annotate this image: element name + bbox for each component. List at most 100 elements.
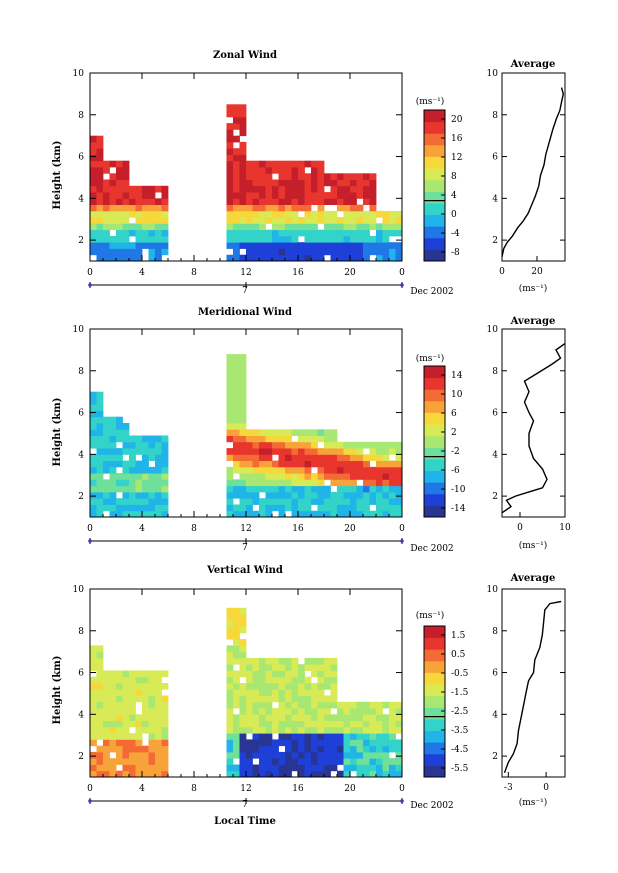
vertical-colorbar-band bbox=[424, 707, 445, 720]
zonal-heatmap-cell bbox=[252, 167, 260, 174]
vertical-heatmap-cell bbox=[291, 751, 299, 759]
meridional-heatmap-cell bbox=[265, 473, 273, 480]
zonal-heatmap-cell bbox=[148, 235, 156, 243]
meridional-heatmap-cell bbox=[259, 498, 266, 505]
meridional-heatmap-cell bbox=[272, 466, 279, 474]
zonal-heatmap-cell bbox=[122, 223, 130, 231]
vertical-heatmap-cell bbox=[285, 708, 292, 715]
vertical-heatmap-cell bbox=[278, 708, 286, 715]
vertical-colorbar-tick-label: -3.5 bbox=[451, 726, 469, 736]
meridional-heatmap-cell bbox=[278, 441, 286, 449]
vertical-heatmap-cell bbox=[233, 770, 240, 778]
vertical-x-tick-label: 8 bbox=[191, 784, 197, 794]
zonal-heatmap-cell bbox=[148, 204, 156, 212]
vertical-heatmap-cell bbox=[298, 701, 305, 709]
meridional-heatmap-cell bbox=[298, 473, 305, 480]
vertical-heatmap-cell bbox=[259, 689, 266, 696]
zonal-heatmap-cell bbox=[317, 173, 325, 180]
zonal-heatmap-cell bbox=[246, 185, 253, 193]
vertical-heatmap-cell bbox=[343, 714, 351, 721]
zonal-heatmap-cell bbox=[311, 254, 318, 262]
vertical-heatmap-cell bbox=[103, 733, 110, 740]
vertical-heatmap-cell bbox=[311, 689, 318, 696]
vertical-heatmap-cell bbox=[350, 701, 357, 709]
meridional-heatmap-cell bbox=[129, 485, 136, 493]
meridional-heatmap-cell bbox=[161, 485, 169, 493]
meridional-heatmap-cell bbox=[155, 454, 162, 461]
vertical-heatmap-cell bbox=[311, 745, 318, 753]
meridional-heatmap-cell bbox=[109, 448, 117, 455]
zonal-heatmap-cell bbox=[376, 210, 383, 218]
vertical-heatmap-cell bbox=[389, 764, 396, 772]
meridional-heatmap-cell bbox=[324, 466, 331, 474]
vertical-heatmap-cell bbox=[311, 714, 318, 721]
meridional-heatmap-cell bbox=[135, 460, 143, 468]
meridional-heatmap-cell bbox=[246, 429, 253, 436]
meridional-heatmap-cell bbox=[252, 454, 260, 461]
vertical-heatmap-cell bbox=[116, 670, 123, 678]
vertical-heatmap-cell bbox=[265, 695, 273, 703]
vertical-heatmap-cell bbox=[324, 751, 331, 759]
zonal-heatmap-cell bbox=[109, 198, 117, 205]
zonal-heatmap-cell bbox=[246, 198, 253, 205]
meridional-heatmap-cell bbox=[337, 454, 344, 461]
zonal-heatmap-cell bbox=[135, 235, 143, 243]
meridional-heatmap-cell bbox=[233, 391, 240, 399]
meridional-heatmap-cell bbox=[148, 485, 156, 493]
vertical-heatmap-cell bbox=[330, 664, 338, 671]
meridional-heatmap-cell bbox=[317, 429, 325, 436]
meridional-colorbar-tick-label: -6 bbox=[451, 466, 460, 476]
meridional-heatmap-cell bbox=[291, 454, 299, 461]
vertical-heatmap-cell bbox=[116, 739, 123, 747]
zonal-x-tick-label: 8 bbox=[191, 268, 197, 278]
vertical-colorbar-tick-label: -4.5 bbox=[451, 745, 469, 755]
zonal-heatmap-cell bbox=[337, 217, 344, 224]
zonal-heatmap-cell bbox=[226, 235, 234, 243]
zonal-heatmap-cell bbox=[226, 110, 234, 118]
vertical-heatmap-cell bbox=[278, 739, 286, 747]
vertical-heatmap-cell bbox=[324, 770, 331, 778]
zonal-colorbar-band bbox=[424, 214, 445, 227]
vertical-heatmap-cell bbox=[298, 720, 305, 728]
vertical-heatmap-cell bbox=[129, 683, 136, 690]
zonal-heatmap-cell bbox=[233, 123, 240, 130]
zonal-heatmap-cell bbox=[122, 179, 130, 187]
meridional-heatmap-cell bbox=[389, 498, 396, 505]
vertical-heatmap-cell bbox=[363, 751, 370, 759]
vertical-heatmap-cell bbox=[298, 683, 305, 690]
vertical-heatmap-cell bbox=[233, 645, 240, 653]
meridional-heatmap-cell bbox=[161, 498, 169, 505]
meridional-heatmap-cell bbox=[246, 435, 253, 443]
meridional-colorbar-band bbox=[424, 412, 445, 425]
vertical-heatmap-cell bbox=[90, 701, 97, 709]
zonal-heatmap-cell bbox=[226, 141, 234, 149]
zonal-heatmap-cell bbox=[350, 242, 357, 249]
vertical-heatmap-cell bbox=[96, 764, 104, 772]
vertical-heatmap-cell bbox=[239, 607, 247, 615]
zonal-heatmap-cell bbox=[161, 192, 169, 199]
meridional-heatmap-cell bbox=[109, 466, 117, 474]
meridional-heatmap-cell bbox=[337, 466, 344, 474]
zonal-heatmap-cell bbox=[239, 198, 247, 205]
zonal-heatmap-cell bbox=[285, 229, 292, 237]
zonal-heatmap-cell bbox=[233, 254, 240, 262]
meridional-heatmap-cell bbox=[311, 454, 318, 461]
vertical-heatmap-cell bbox=[389, 708, 396, 715]
vertical-heatmap-cell bbox=[259, 751, 266, 759]
zonal-heatmap-cell bbox=[272, 210, 279, 218]
zonal-heatmap-cell bbox=[272, 204, 279, 212]
vertical-heatmap-cell bbox=[317, 764, 325, 772]
vertical-heatmap-cell bbox=[252, 695, 260, 703]
vertical-heatmap-cell bbox=[239, 639, 247, 646]
vertical-heatmap-cell bbox=[265, 701, 273, 709]
meridional-heatmap-cell bbox=[278, 504, 286, 512]
meridional-heatmap-cell bbox=[285, 429, 292, 436]
vertical-heatmap-cell bbox=[116, 714, 123, 721]
vertical-heatmap-cell bbox=[330, 683, 338, 690]
zonal-heatmap-cell bbox=[285, 160, 292, 168]
meridional-heatmap-cell bbox=[304, 479, 312, 487]
meridional-heatmap-cell bbox=[356, 466, 364, 474]
zonal-heatmap-cell bbox=[304, 223, 312, 231]
zonal-heatmap-cell bbox=[369, 179, 377, 187]
vertical-heatmap-cell bbox=[233, 639, 240, 646]
